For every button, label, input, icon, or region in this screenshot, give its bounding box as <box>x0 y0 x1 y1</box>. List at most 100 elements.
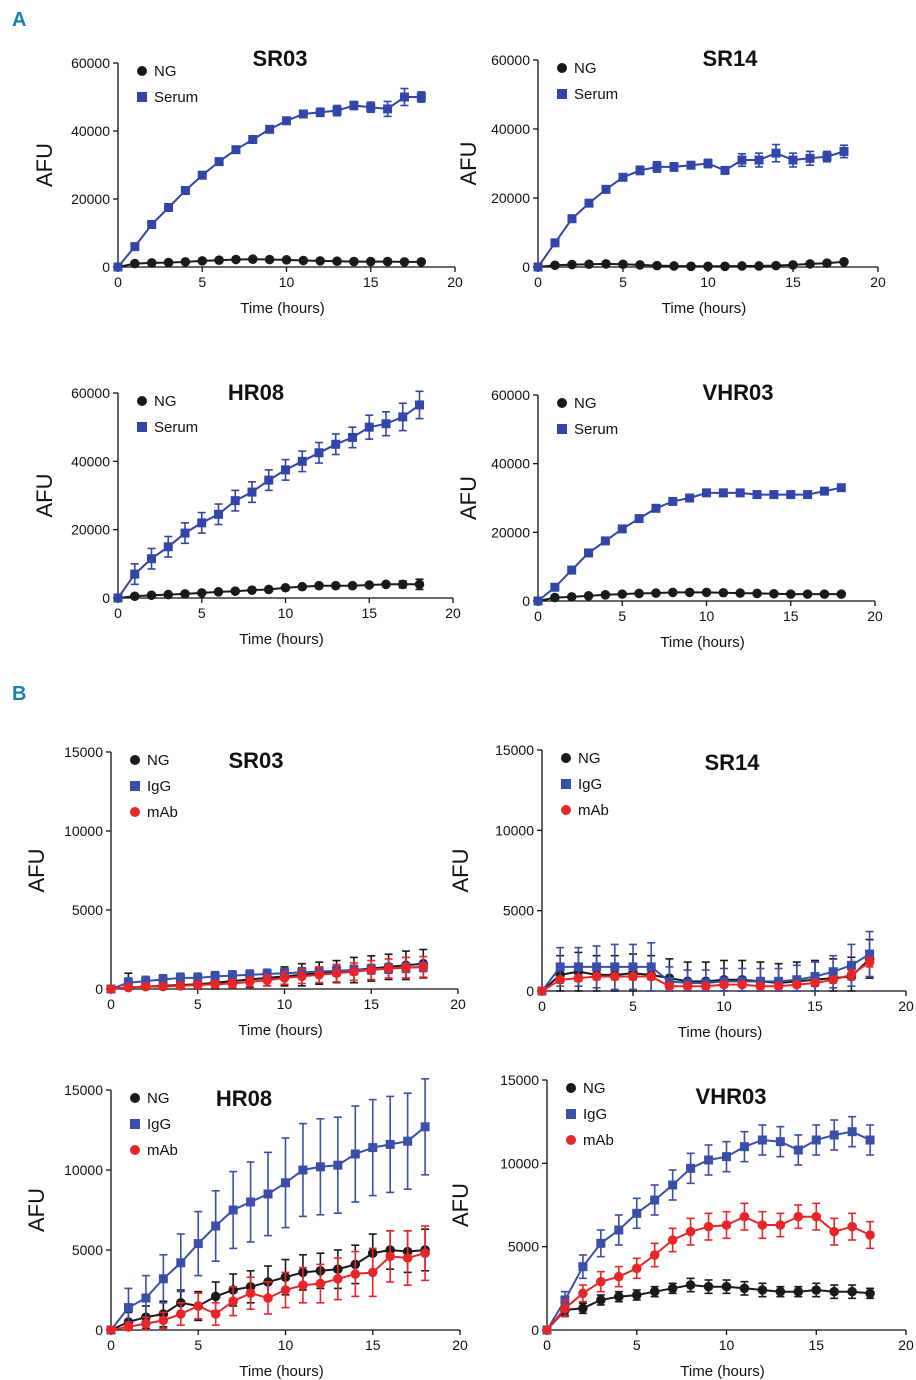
y-tick-label: 40000 <box>491 456 530 472</box>
x-axis-label: Time (hours) <box>240 300 324 317</box>
data-point <box>420 1248 430 1258</box>
legend-marker <box>137 396 147 406</box>
data-point <box>385 1252 395 1262</box>
data-point <box>601 590 611 600</box>
data-point <box>610 962 619 971</box>
data-point <box>181 529 190 538</box>
data-point <box>774 981 784 991</box>
data-point <box>803 589 813 599</box>
data-point <box>578 1262 587 1271</box>
data-point <box>635 260 645 270</box>
data-point <box>164 542 173 551</box>
y-axis-label: AFU <box>456 142 481 186</box>
legend-marker <box>137 66 147 76</box>
legend-label: NG <box>154 393 177 410</box>
y-tick-label: 20000 <box>491 524 530 540</box>
chart-8: 0 5 10 15 20050001000015000Time (hours)AFUVH… <box>448 1072 914 1380</box>
data-point <box>683 981 693 991</box>
x-axis-label: Time (hours) <box>239 631 323 648</box>
x-axis-label: Time (hours) <box>660 634 744 651</box>
data-point <box>866 1136 875 1145</box>
data-point <box>740 1142 749 1151</box>
data-point <box>147 554 156 563</box>
data-point <box>141 982 151 992</box>
data-point <box>776 1220 786 1230</box>
data-point <box>130 570 139 579</box>
data-point <box>755 156 764 165</box>
data-point <box>214 510 223 519</box>
data-point <box>331 440 340 449</box>
x-tick-label: 10 <box>277 996 293 1012</box>
data-point <box>130 242 139 251</box>
data-point <box>568 214 577 223</box>
data-point <box>596 1239 605 1248</box>
data-point <box>668 1181 677 1190</box>
data-point <box>735 588 745 598</box>
data-point <box>614 1272 624 1282</box>
data-point <box>686 1164 695 1173</box>
legend-marker <box>566 1083 576 1093</box>
chart-5: 0 5 10 15 20050001000015000Time (hours)AFUSR… <box>24 744 466 1039</box>
data-point <box>194 1239 203 1248</box>
data-point <box>365 423 374 432</box>
data-point <box>794 1287 804 1297</box>
data-point <box>210 979 220 989</box>
x-axis-label: Time (hours) <box>662 300 746 317</box>
y-tick-label: 10000 <box>495 822 534 838</box>
chart-title: VHR03 <box>703 380 774 405</box>
data-point <box>316 108 325 117</box>
x-tick-label: 10 <box>716 998 732 1014</box>
y-tick-label: 0 <box>522 593 530 609</box>
data-point <box>297 582 307 592</box>
y-tick-label: 15000 <box>500 1072 539 1088</box>
legend-marker <box>557 398 567 408</box>
legend-label: NG <box>574 60 597 77</box>
legend-marker <box>566 1109 576 1119</box>
y-axis-label: AFU <box>448 849 473 893</box>
y-tick-label: 0 <box>95 981 103 997</box>
data-point <box>211 1292 221 1302</box>
y-tick-label: 0 <box>531 1322 539 1338</box>
legend-label: Serum <box>154 419 198 436</box>
chart-title: SR03 <box>228 748 283 773</box>
data-point <box>651 504 660 513</box>
data-point <box>231 255 241 265</box>
y-tick-label: 60000 <box>491 52 530 68</box>
legend-label: NG <box>147 1090 170 1107</box>
data-point <box>596 1277 606 1287</box>
data-point <box>820 487 829 496</box>
data-point <box>351 1150 360 1159</box>
y-tick-label: 60000 <box>71 385 110 401</box>
data-point <box>211 1222 220 1231</box>
data-point <box>332 256 342 266</box>
data-point <box>618 259 628 269</box>
y-tick-label: 60000 <box>491 387 530 403</box>
data-point <box>812 1136 821 1145</box>
data-point <box>668 1284 678 1294</box>
data-point <box>180 589 190 599</box>
x-tick-label: 15 <box>783 608 799 624</box>
data-point <box>837 483 846 492</box>
data-point <box>632 1264 642 1274</box>
data-point <box>550 583 559 592</box>
data-point <box>159 1274 168 1283</box>
data-point <box>687 161 696 170</box>
data-point <box>366 257 376 267</box>
x-tick-label: 15 <box>365 1337 381 1353</box>
legend-label: mAb <box>147 1142 178 1159</box>
data-point <box>421 1122 430 1131</box>
x-tick-label: 0 <box>114 274 122 290</box>
data-point <box>803 490 812 499</box>
data-point <box>686 1227 696 1237</box>
data-point <box>398 412 407 421</box>
x-tick-label: 5 <box>629 998 637 1014</box>
y-tick-label: 0 <box>522 259 530 275</box>
data-point <box>578 1289 588 1299</box>
data-point <box>636 166 645 175</box>
x-axis-label: Time (hours) <box>678 1024 762 1041</box>
data-point <box>646 972 656 982</box>
data-point <box>417 257 427 267</box>
data-point <box>647 962 656 971</box>
x-tick-label: 5 <box>194 1337 202 1353</box>
